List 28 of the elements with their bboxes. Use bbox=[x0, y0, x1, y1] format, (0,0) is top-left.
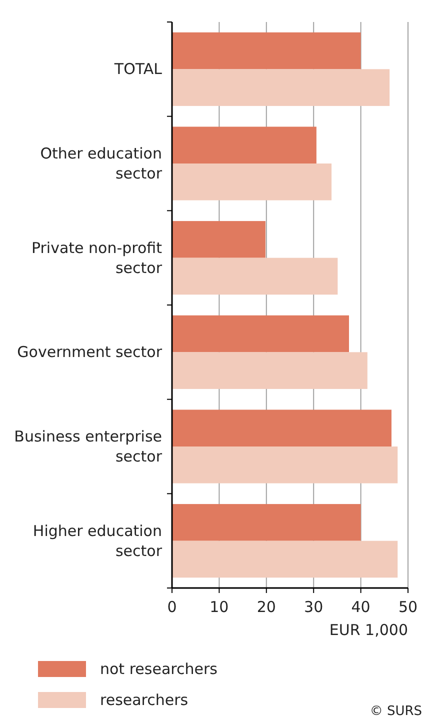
y-tick-label: Business enterprise sector bbox=[14, 428, 163, 466]
y-tick-label: Other education sector bbox=[40, 144, 163, 182]
bar bbox=[172, 540, 398, 578]
bar bbox=[172, 315, 349, 352]
legend-label: not researchers bbox=[100, 660, 218, 678]
bar bbox=[172, 164, 332, 200]
bar bbox=[172, 504, 361, 541]
bar bbox=[172, 352, 368, 389]
bar bbox=[172, 32, 361, 70]
y-tick-label: Higher education sector bbox=[32, 522, 163, 560]
x-tick-label: 40 bbox=[351, 598, 370, 616]
y-tick-label: Government sector bbox=[17, 343, 163, 362]
y-tick-label: TOTAL bbox=[113, 60, 163, 78]
bar bbox=[172, 69, 390, 106]
x-tick-label: 20 bbox=[256, 598, 276, 616]
x-tick-label: 50 bbox=[398, 598, 418, 616]
bar bbox=[172, 258, 338, 295]
legend-label: researchers bbox=[100, 691, 188, 709]
bar bbox=[172, 410, 392, 446]
x-axis-title: EUR 1,000 bbox=[329, 621, 408, 639]
x-tick-label: 30 bbox=[304, 598, 324, 616]
bar bbox=[172, 221, 266, 258]
x-tick-label: 10 bbox=[210, 598, 229, 616]
y-tick-label: Private non-profit sector bbox=[31, 238, 163, 277]
bar bbox=[172, 126, 316, 164]
text: © SURS bbox=[370, 704, 422, 719]
x-tick-label: 0 bbox=[167, 598, 177, 616]
bar bbox=[172, 446, 398, 484]
